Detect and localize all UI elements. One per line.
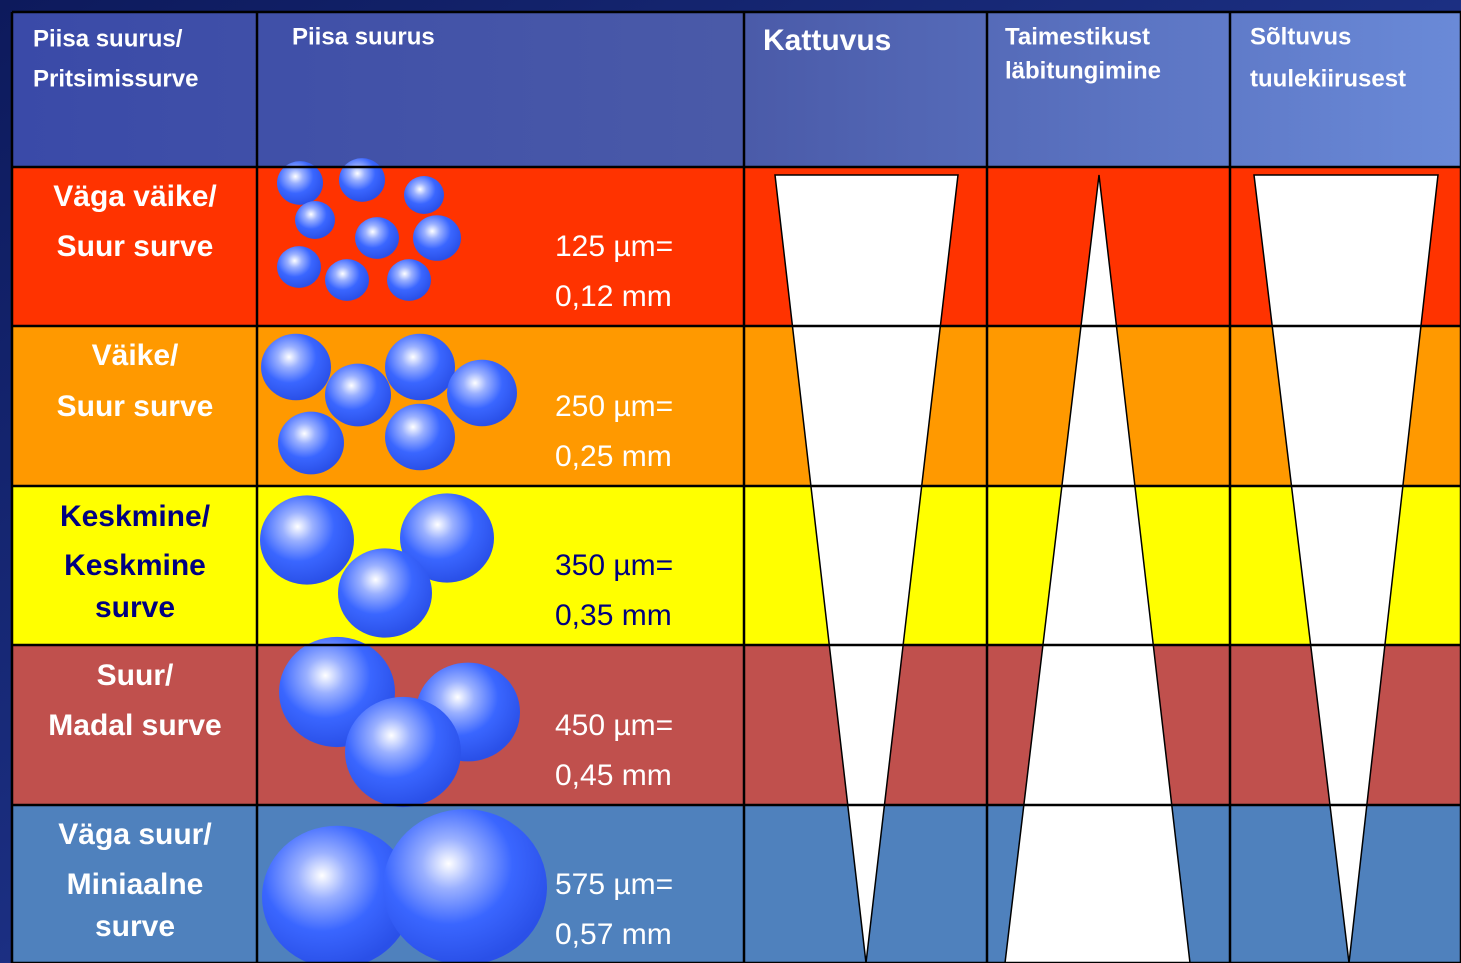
droplet — [295, 201, 335, 239]
row-label: Suur surve — [57, 230, 214, 263]
row-background — [12, 645, 1461, 805]
row-background — [12, 805, 1461, 963]
header-text: Kattuvus — [763, 24, 891, 57]
header-text: Sõltuvus — [1250, 23, 1351, 50]
droplet — [325, 259, 369, 301]
header-text: Taimestikust — [1005, 23, 1150, 50]
wedge — [774, 174, 959, 963]
droplet — [447, 359, 517, 427]
header-text: Pritsimissurve — [33, 65, 198, 92]
droplet — [325, 363, 391, 427]
row-label: Suur surve — [57, 390, 214, 423]
droplet — [400, 493, 494, 583]
row-label: surve — [95, 910, 175, 943]
droplet-size: 250 µm= — [555, 390, 673, 423]
droplet-size: 0,57 mm — [555, 918, 672, 951]
droplet — [404, 176, 444, 214]
droplet — [385, 333, 455, 401]
header-text: tuulekiirusest — [1250, 65, 1406, 92]
droplet-size: 0,12 mm — [555, 280, 672, 313]
droplet — [277, 161, 323, 205]
droplet — [339, 158, 385, 202]
wedge — [1253, 174, 1439, 963]
wedge — [1004, 174, 1191, 963]
droplet — [262, 825, 412, 963]
droplet — [383, 809, 547, 963]
droplet — [278, 411, 344, 475]
header-text: Piisa suurus — [292, 23, 435, 50]
header-text: Piisa suurus/ — [33, 25, 183, 52]
droplet — [260, 495, 354, 585]
droplet — [338, 548, 432, 638]
droplet — [345, 696, 461, 808]
droplet — [385, 403, 455, 471]
header-row — [12, 12, 1461, 167]
droplet-size: 0,25 mm — [555, 440, 672, 473]
droplet-size: 125 µm= — [555, 230, 673, 263]
row-label: Keskmine — [64, 549, 206, 582]
droplet-size: 0,45 mm — [555, 759, 672, 792]
droplet — [261, 333, 331, 401]
row-label: surve — [95, 591, 175, 624]
droplet-size: 450 µm= — [555, 709, 673, 742]
row-background — [12, 326, 1461, 486]
droplet — [387, 259, 431, 301]
droplet — [413, 215, 461, 261]
row-label: Suur/ — [97, 659, 174, 692]
row-label: Miniaalne — [67, 868, 204, 901]
droplet — [277, 246, 321, 288]
row-label: Väike/ — [92, 339, 179, 372]
droplet — [355, 217, 399, 259]
row-label: Väga väike/ — [53, 180, 217, 213]
droplet-size: 350 µm= — [555, 549, 673, 582]
row-background — [12, 486, 1461, 645]
header-text: läbitungimine — [1005, 57, 1161, 84]
row-label: Väga suur/ — [58, 818, 212, 851]
droplet-size: 0,35 mm — [555, 599, 672, 632]
row-background — [12, 167, 1461, 326]
row-label: Keskmine/ — [60, 500, 211, 533]
droplet-size: 575 µm= — [555, 868, 673, 901]
row-label: Madal surve — [48, 709, 221, 742]
